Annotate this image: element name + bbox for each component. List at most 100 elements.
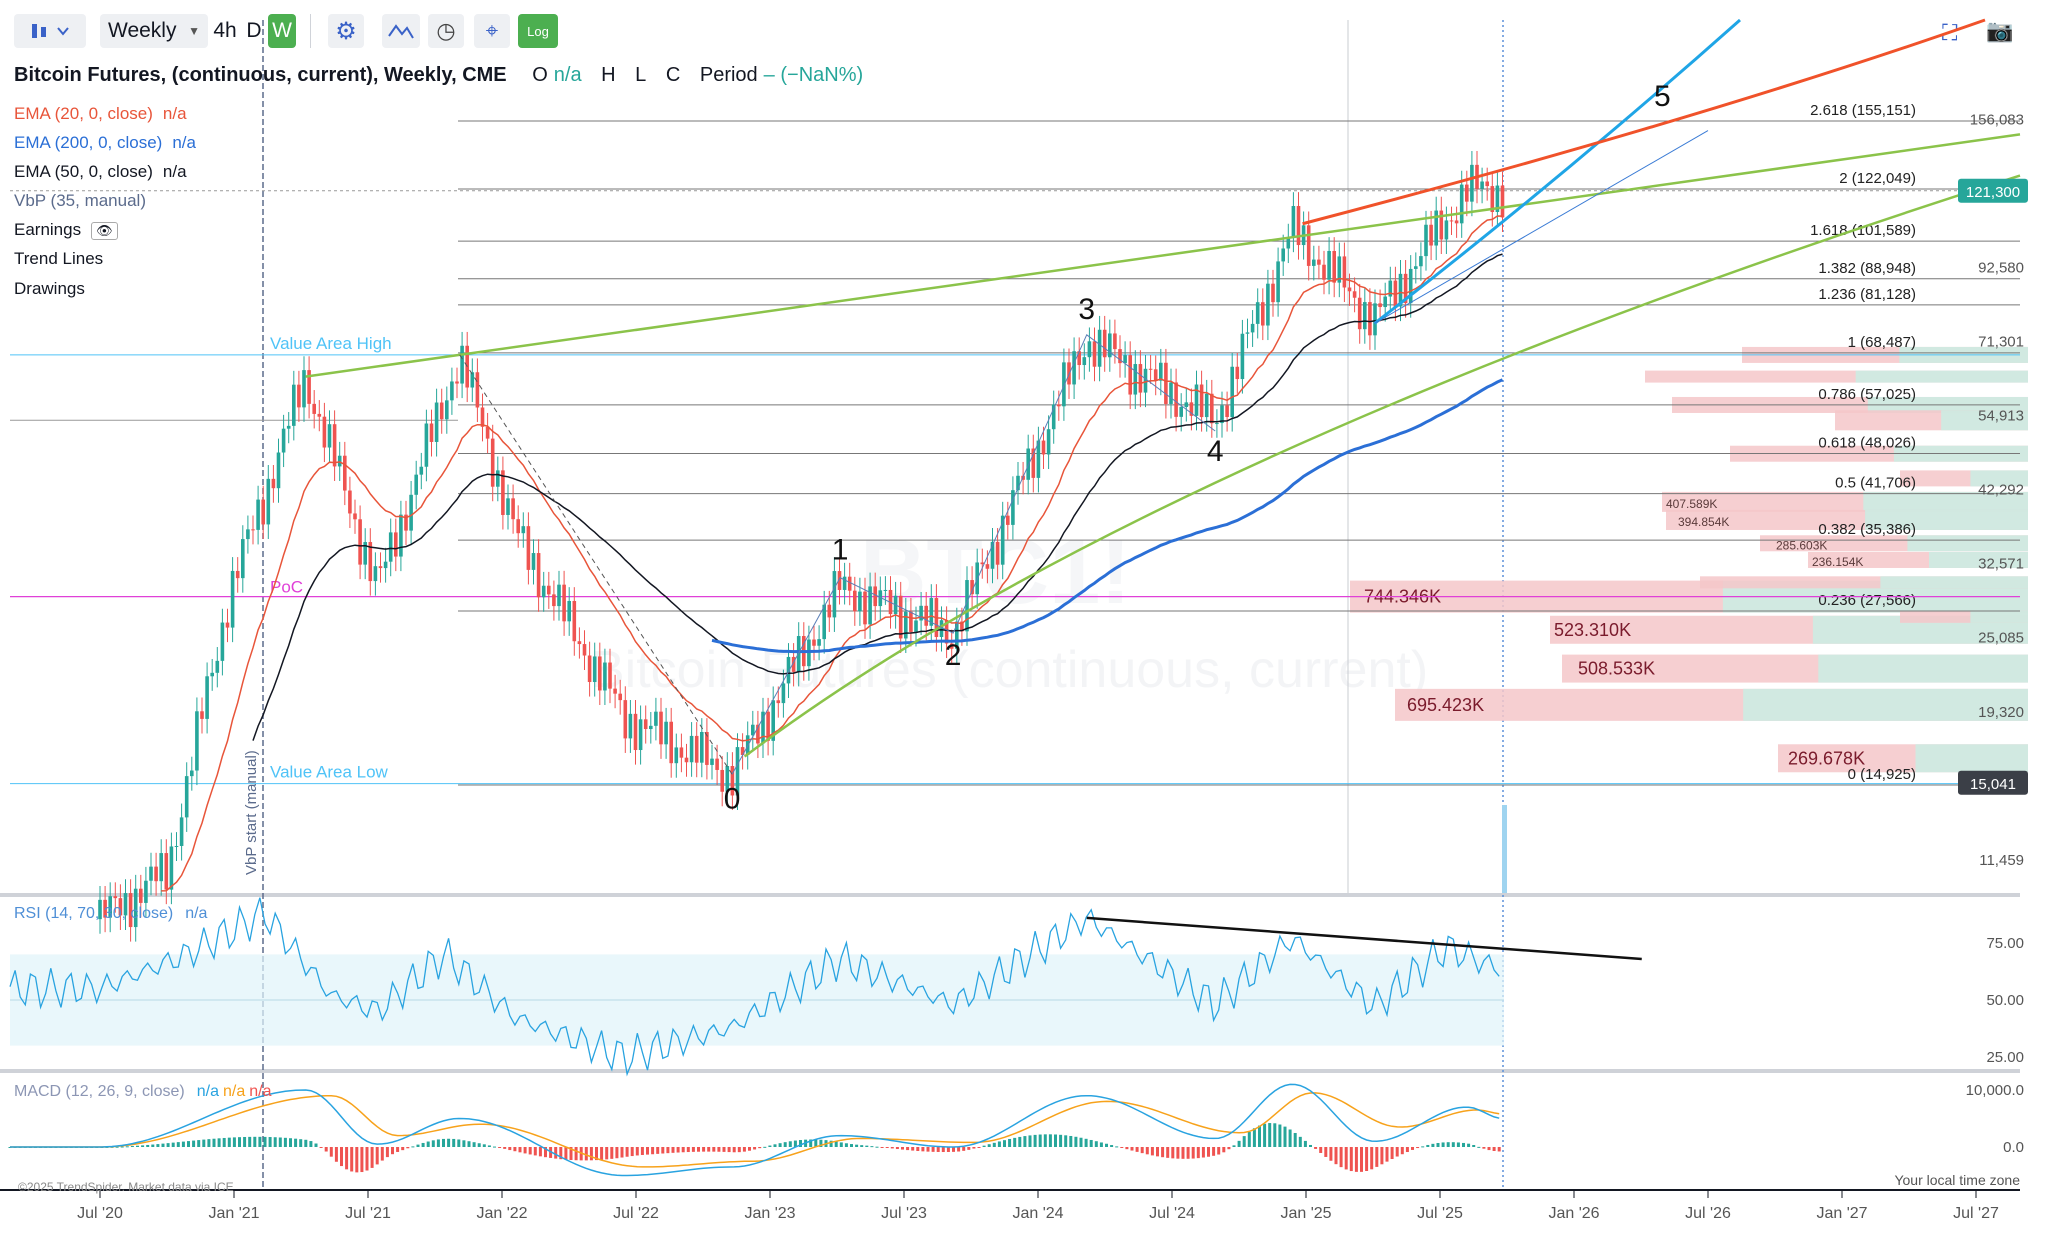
legend-trend-lines[interactable]: Trend Lines (14, 249, 103, 269)
x-axis-tick: Jan '23 (744, 1205, 795, 1222)
macd-histogram-bar (1467, 1143, 1471, 1147)
macd-histogram-bar (487, 1145, 491, 1147)
macd-histogram-bar (385, 1147, 389, 1158)
candle-body (1276, 261, 1280, 303)
candle-body (1266, 283, 1270, 326)
macd-histogram-bar (850, 1144, 853, 1147)
candle-body (822, 604, 826, 640)
rsi-line (9, 897, 1500, 1077)
ema50-line (252, 253, 1503, 741)
candle-body (720, 769, 724, 792)
macd-histogram-bar (187, 1141, 190, 1147)
tf-w-button[interactable]: W (268, 14, 296, 48)
legend-ema50[interactable]: EMA (50, 0, close) n/a (14, 162, 187, 182)
wave-label: 0 (724, 782, 741, 815)
candle-body (399, 514, 403, 557)
indicators-button[interactable] (382, 14, 420, 48)
x-axis-tick: Jan '27 (1816, 1205, 1867, 1222)
macd-histogram-bar (962, 1147, 966, 1151)
y-axis-tick: 71,301 (1978, 333, 2024, 350)
macd-histogram-bar (1385, 1147, 1389, 1162)
candle-body (669, 721, 673, 764)
candle-body (756, 724, 760, 744)
macd-histogram-bar (176, 1142, 180, 1147)
candle-body (439, 402, 444, 420)
candle-body (118, 898, 123, 916)
macd-histogram-bar (340, 1147, 343, 1167)
legend-ema200-label: EMA (200, 0, close) (14, 133, 163, 152)
candle-body (103, 899, 107, 918)
macd-histogram-bar (314, 1143, 318, 1147)
candle-body (1041, 440, 1046, 455)
macd-histogram-bar (1043, 1134, 1047, 1147)
macd-histogram-bar (467, 1141, 471, 1147)
macd-histogram-bar (462, 1140, 466, 1147)
candle-body (730, 766, 735, 796)
macd-histogram-bar (793, 1140, 797, 1147)
macd-histogram-bar (248, 1136, 252, 1147)
candle-body (128, 893, 133, 928)
settings-button[interactable]: ⚙ (328, 14, 364, 48)
macd-histogram-bar (1344, 1147, 1348, 1170)
candle-body (868, 586, 872, 625)
candle-body (261, 499, 265, 525)
legend-ema200[interactable]: EMA (200, 0, close) n/a (14, 133, 196, 153)
camera-icon[interactable]: 📷 (1986, 18, 2014, 43)
candle-body (98, 899, 102, 920)
log-scale-button[interactable]: Log (518, 14, 558, 48)
candle-body (603, 662, 607, 691)
candle-body (1317, 259, 1321, 265)
legend-earnings[interactable]: Earnings 👁 (14, 220, 118, 240)
interval-select[interactable]: Weekly ▼ (100, 14, 208, 48)
macd-histogram-bar (702, 1147, 706, 1152)
legend-ema20[interactable]: EMA (20, 0, close) n/a (14, 104, 187, 124)
tf-4h-button[interactable]: 4h (210, 14, 240, 48)
replay-button[interactable]: ◷ (428, 14, 464, 48)
macd-histogram-bar (686, 1147, 690, 1153)
value-area-low-label: Value Area Low (270, 763, 389, 782)
candle-body (1342, 256, 1347, 288)
macd-histogram-bar (799, 1140, 802, 1147)
eye-icon[interactable]: 👁 (91, 222, 118, 240)
candle-body (1082, 357, 1087, 366)
price-tag (1958, 770, 2028, 795)
candle-body (383, 561, 388, 569)
macd-histogram-bar (1120, 1147, 1124, 1148)
macd-histogram-bar (1084, 1138, 1088, 1147)
fib-level-label: 0.382 (35,386) (1818, 521, 1916, 538)
candle-body (700, 731, 704, 763)
macd-histogram-bar (697, 1147, 700, 1152)
candle-body (1230, 366, 1234, 418)
macd-histogram-bar (426, 1141, 430, 1147)
rsi-label[interactable]: RSI (14, 70, 30, close) n/a (14, 905, 207, 923)
chart-title: Bitcoin Futures, (continuous, current), … (14, 64, 507, 86)
tf-d-button[interactable]: D (242, 14, 266, 48)
macd-histogram-bar (707, 1147, 711, 1152)
vbp-volume-label: 236.154K (1812, 555, 1863, 569)
macd-histogram-bar (482, 1144, 486, 1147)
candle-body (547, 585, 551, 595)
chart-type-button[interactable] (14, 14, 86, 48)
fib-level-label: 1.236 (81,128) (1818, 286, 1916, 303)
macd-histogram-bar (1099, 1142, 1103, 1147)
candle-body (434, 402, 439, 442)
macd-histogram-bar (595, 1147, 598, 1161)
macd-label[interactable]: MACD (12, 26, 9, close) n/a n/a n/a (14, 1083, 271, 1101)
macd-histogram-bar (656, 1147, 660, 1154)
fib-level-label: 0.5 (41,706) (1835, 475, 1916, 492)
macd-histogram-bar (926, 1147, 930, 1152)
legend-drawings[interactable]: Drawings (14, 279, 85, 299)
crosshair-button[interactable]: ⌖ (474, 14, 510, 48)
timezone-label[interactable]: Your local time zone (1894, 1172, 2020, 1188)
macd-histogram-bar (610, 1147, 614, 1159)
macd-histogram-bar (1038, 1134, 1042, 1147)
candle-body (358, 519, 362, 565)
legend-vbp[interactable]: VbP (35, manual) (14, 191, 146, 211)
candle-body (1408, 268, 1413, 304)
candle-body (939, 620, 944, 638)
candle-body (1184, 402, 1189, 407)
candle-body (271, 478, 276, 489)
candle-body (643, 719, 648, 730)
candle-body (1000, 515, 1005, 565)
